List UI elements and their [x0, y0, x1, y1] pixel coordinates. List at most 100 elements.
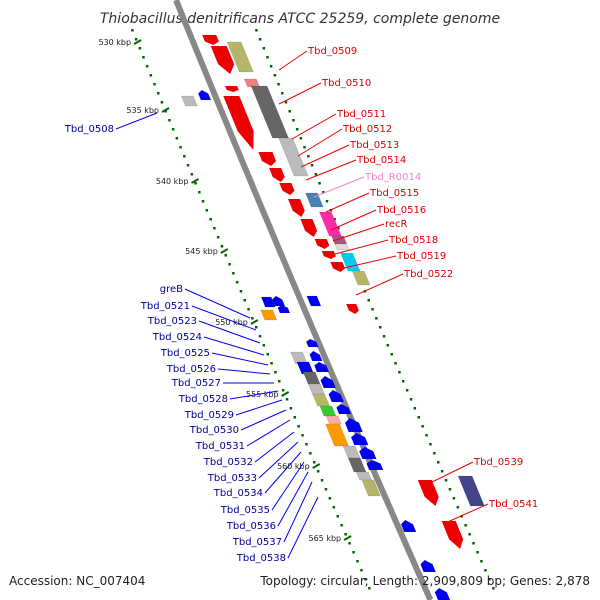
cog-feature-block — [361, 479, 381, 497]
tick-dot — [333, 218, 336, 221]
tick-dot — [205, 209, 209, 212]
tick-dot — [232, 272, 235, 275]
leader-line — [271, 461, 305, 511]
reverse-gene-arrow — [420, 560, 436, 572]
tick-dot — [216, 236, 220, 239]
leader-line — [217, 368, 271, 375]
tick-dot-tracks — [131, 29, 495, 590]
tick-dot — [142, 56, 145, 59]
gene-label-tbd_0533: Tbd_0533 — [207, 473, 257, 484]
gene-label-tbd_0537: Tbd_0537 — [232, 537, 282, 548]
gene-label-tbd_0508: Tbd_0508 — [64, 124, 114, 135]
gene-label-tbd_0535: Tbd_0535 — [220, 505, 270, 516]
leader-line — [325, 192, 370, 213]
gene-label-tbd_0531: Tbd_0531 — [195, 441, 245, 452]
reverse-gene-arrow — [198, 90, 211, 100]
tick-dot — [318, 182, 321, 185]
tick-dot — [488, 578, 491, 581]
tick-dot — [153, 83, 156, 86]
tick-dot — [255, 29, 258, 32]
reverse-gene-arrow — [309, 351, 323, 361]
cog-feature-block — [306, 295, 322, 307]
tick-dot — [325, 200, 329, 203]
tick-dot — [145, 65, 149, 68]
tick-dot — [303, 146, 306, 149]
cog-feature-block — [342, 445, 361, 459]
tick-dot — [324, 488, 328, 491]
tick-dot — [314, 173, 318, 176]
feature-tracks — [181, 35, 485, 600]
tick-dot — [220, 245, 224, 248]
reverse-gene-arrow — [328, 390, 344, 402]
tick-dot — [284, 101, 288, 104]
tick-dot — [297, 425, 300, 428]
tick-dot — [183, 155, 186, 158]
forward-gene-arrow — [258, 152, 277, 166]
tick-dot — [270, 362, 273, 365]
leader-line — [355, 273, 404, 296]
tick-dot — [295, 128, 299, 131]
reverse-gene-arrow — [359, 447, 377, 459]
tick-dot — [262, 344, 266, 347]
tick-dot — [352, 551, 355, 554]
gene-label-tbd_0541: Tbd_0541 — [488, 499, 538, 510]
forward-gene-arrow — [288, 199, 305, 217]
tick-label: 560 kbp — [277, 462, 310, 471]
gene-label-tbd_0509: Tbd_0509 — [307, 46, 357, 57]
gene-label-tbd_0525: Tbd_0525 — [160, 348, 210, 359]
cog-feature-block — [308, 383, 325, 395]
tick-dot — [425, 434, 428, 437]
tick-dot — [131, 29, 134, 32]
cog-feature-block — [312, 393, 330, 407]
gene-label-tbd_0534: Tbd_0534 — [213, 488, 263, 499]
tick-dot — [274, 371, 277, 374]
tick-dot — [201, 200, 205, 203]
cog-feature-block — [278, 137, 309, 177]
tick-dot — [262, 47, 266, 50]
leader-line — [330, 209, 377, 231]
gene-label-tbd_0530: Tbd_0530 — [189, 425, 239, 436]
gene-label-greb: greB — [160, 284, 183, 295]
tick-dot — [371, 308, 374, 311]
accession-text: Accession: NC_007404 — [9, 574, 146, 588]
leader-line — [229, 390, 279, 400]
forward-gene-arrow — [223, 96, 254, 150]
tick-mark — [161, 107, 170, 113]
cog-feature-block — [325, 415, 342, 425]
forward-gene-arrow — [269, 168, 285, 182]
reverse-gene-arrow — [306, 339, 319, 347]
gene-label-tbd_0513: Tbd_0513 — [349, 140, 399, 151]
gene-label-tbd_0523: Tbd_0523 — [147, 316, 197, 327]
tick-dot — [301, 434, 304, 437]
leader-line — [287, 496, 319, 559]
leader-line — [427, 461, 474, 485]
tick-dot — [413, 407, 417, 410]
tick-dot — [437, 461, 440, 464]
label-leader-lines — [115, 50, 489, 559]
gene-label-tbd_0528: Tbd_0528 — [178, 394, 228, 405]
tick-dot — [417, 416, 420, 419]
tick-dot — [190, 173, 194, 176]
tick-dot — [379, 326, 382, 329]
genome-backbone — [173, 0, 434, 600]
tick-dot — [421, 425, 424, 428]
tick-mark — [312, 463, 321, 469]
forward-gene-arrow — [441, 521, 464, 549]
tick-dot — [368, 587, 371, 590]
tick-dot — [278, 380, 281, 383]
forward-gene-arrow — [300, 219, 318, 237]
gene-label-tbd_0538: Tbd_0538 — [236, 553, 286, 564]
tick-dot — [277, 83, 280, 86]
tick-mark — [220, 248, 229, 254]
cog-feature-block — [260, 309, 278, 321]
tick-dot — [468, 533, 471, 536]
tick-label: 530 kbp — [98, 38, 131, 47]
tick-dot — [316, 470, 320, 473]
leader-line — [300, 144, 350, 168]
tick-label: 550 kbp — [215, 318, 248, 327]
tick-dot — [476, 551, 479, 554]
tick-dot — [320, 479, 324, 482]
tick-mark — [250, 319, 259, 325]
tick-dot — [340, 524, 343, 527]
reverse-gene-arrow — [277, 305, 290, 313]
